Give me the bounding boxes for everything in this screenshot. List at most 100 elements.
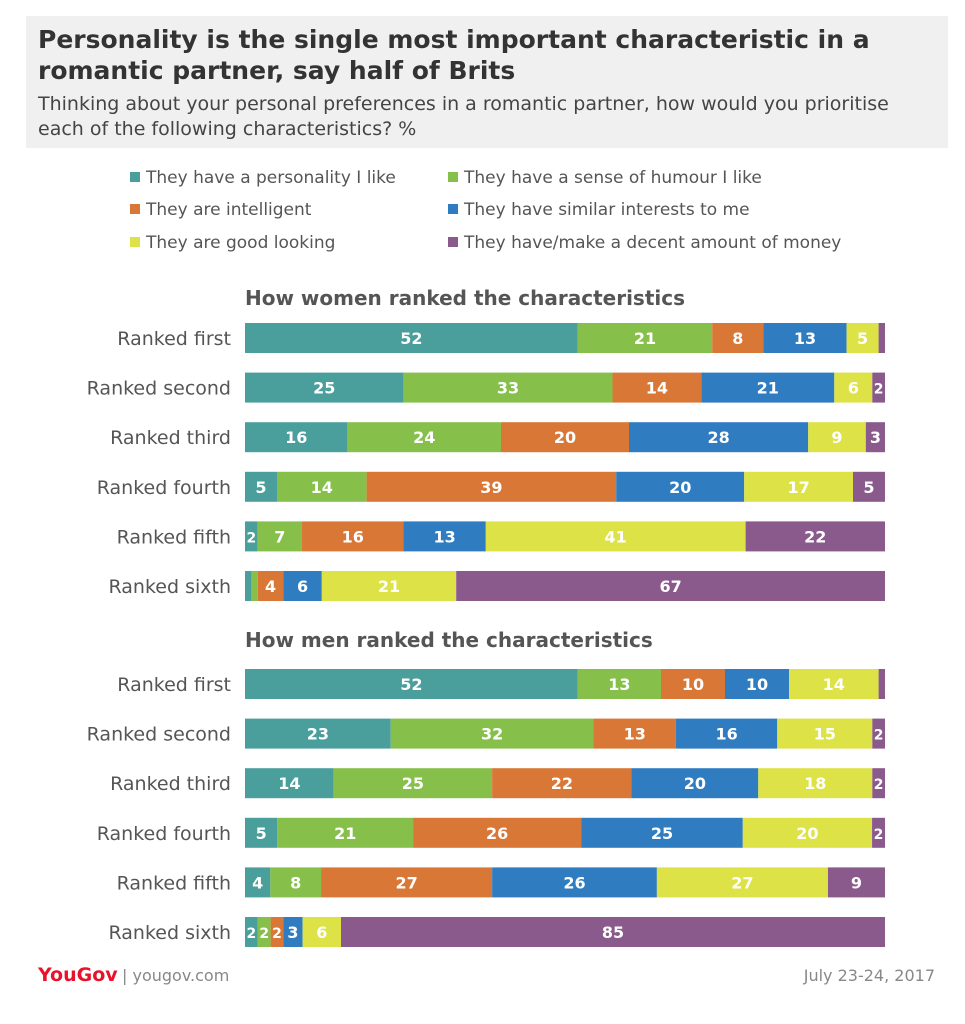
bar-value-label: 16	[285, 428, 307, 447]
bar-segment	[390, 718, 594, 749]
bar-segment	[245, 422, 348, 453]
bar-value-label: 39	[480, 478, 502, 497]
bar-segment	[878, 669, 885, 699]
bar-segment	[501, 422, 629, 453]
bar-segment	[333, 768, 493, 799]
bar-value-label: 2	[272, 926, 282, 942]
bar-value-label: 17	[787, 478, 809, 497]
bar-value-label: 13	[608, 675, 630, 694]
bar-value-label: 21	[334, 824, 356, 843]
bar-segment	[321, 571, 457, 601]
bar-value-label: 9	[851, 873, 862, 892]
bar-value-label: 2	[259, 926, 269, 942]
bar-segment	[257, 521, 303, 552]
header-panel: Personality is the single most important…	[26, 16, 948, 148]
bar-value-label: 18	[804, 774, 826, 793]
bar-value-label: 25	[313, 379, 335, 398]
legend-item-interests: They have similar interests to me	[448, 200, 750, 220]
bar-segment	[341, 917, 885, 947]
bar-value-label: 15	[814, 725, 836, 744]
bar-segment	[745, 521, 885, 552]
bar-segment	[245, 471, 277, 502]
bar-segment	[661, 669, 725, 699]
row-label: Ranked fifth	[117, 872, 231, 894]
bar-segment	[251, 571, 258, 601]
legend-swatch	[130, 172, 140, 182]
bar-segment	[366, 471, 617, 502]
bar-value-label: 14	[278, 774, 300, 793]
bar-segment	[577, 669, 661, 699]
bar-segment	[593, 718, 676, 749]
bar-value-label: 25	[651, 824, 673, 843]
bar-segment	[878, 323, 885, 353]
bar-segment	[283, 571, 322, 601]
bar-value-label: 16	[342, 527, 364, 546]
bar-value-label: 32	[481, 725, 503, 744]
bar-value-label: 21	[634, 329, 656, 348]
yougov-logo: YouGov	[38, 964, 118, 986]
bar-segment	[872, 817, 885, 848]
bar-value-label: 6	[297, 577, 308, 596]
bar-value-label: 20	[554, 428, 576, 447]
bar-value-label: 2	[874, 777, 884, 793]
bar-segment	[777, 718, 873, 749]
legend-label: They have similar interests to me	[464, 200, 750, 220]
bar-value-label: 21	[757, 379, 779, 398]
legend-item-money: They have/make a decent amount of money	[448, 233, 841, 253]
bar-value-label: 26	[563, 873, 585, 892]
row-label: Ranked fifth	[117, 526, 231, 548]
bar-segment	[701, 372, 835, 403]
bar-segment	[245, 917, 258, 947]
bar-segment	[403, 521, 486, 552]
bar-segment	[846, 323, 879, 353]
bar-segment	[492, 867, 657, 898]
bar-value-label: 2	[874, 382, 884, 398]
bar-segment	[758, 768, 873, 799]
bar-value-label: 67	[659, 577, 681, 596]
bar-segment	[270, 917, 284, 947]
legend-swatch	[130, 237, 140, 247]
legend-swatch	[448, 237, 458, 247]
bar-value-label: 16	[715, 725, 737, 744]
bar-value-label: 6	[848, 379, 859, 398]
bar-value-label: 2	[874, 827, 884, 843]
legend-swatch	[130, 204, 140, 214]
bar-value-label: 13	[624, 725, 646, 744]
row-label: Ranked fourth	[97, 477, 231, 499]
bar-segment	[656, 867, 828, 898]
bar-value-label: 22	[804, 527, 826, 546]
row-label: Ranked third	[110, 773, 231, 795]
bar-value-label: 20	[669, 478, 691, 497]
men-section-title: How men ranked the characteristics	[245, 628, 653, 652]
bar-segment	[245, 372, 404, 403]
bar-segment	[245, 817, 278, 848]
bar-segment	[302, 917, 341, 947]
row-label: Ranked first	[117, 674, 231, 696]
legend-swatch	[448, 204, 458, 214]
row-label: Ranked sixth	[109, 576, 232, 598]
bar-segment	[629, 422, 809, 453]
bar-value-label: 4	[265, 577, 276, 596]
bar-value-label: 52	[400, 329, 422, 348]
bar-segment	[245, 718, 391, 749]
legend-item-personality: They have a personality I like	[130, 168, 396, 188]
bar-value-label: 24	[413, 428, 435, 447]
bar-value-label: 5	[255, 478, 266, 497]
bar-value-label: 33	[497, 379, 519, 398]
bar-value-label: 13	[794, 329, 816, 348]
legend-label: They have/make a decent amount of money	[464, 233, 842, 253]
legend-item-humour: They have a sense of humour I like	[448, 168, 762, 188]
bar-value-label: 21	[378, 577, 400, 596]
bar-segment	[245, 521, 258, 552]
bar-value-label: 14	[646, 379, 668, 398]
bar-segment	[245, 669, 578, 699]
bar-segment	[612, 372, 702, 403]
page-title: Personality is the single most important…	[38, 25, 870, 85]
bar-segment	[872, 768, 885, 799]
bar-segment	[872, 372, 885, 403]
footer-date: July 23-24, 2017	[803, 966, 935, 985]
bar-segment	[492, 768, 632, 799]
bar-segment	[283, 917, 303, 947]
bar-value-label: 4	[252, 873, 263, 892]
